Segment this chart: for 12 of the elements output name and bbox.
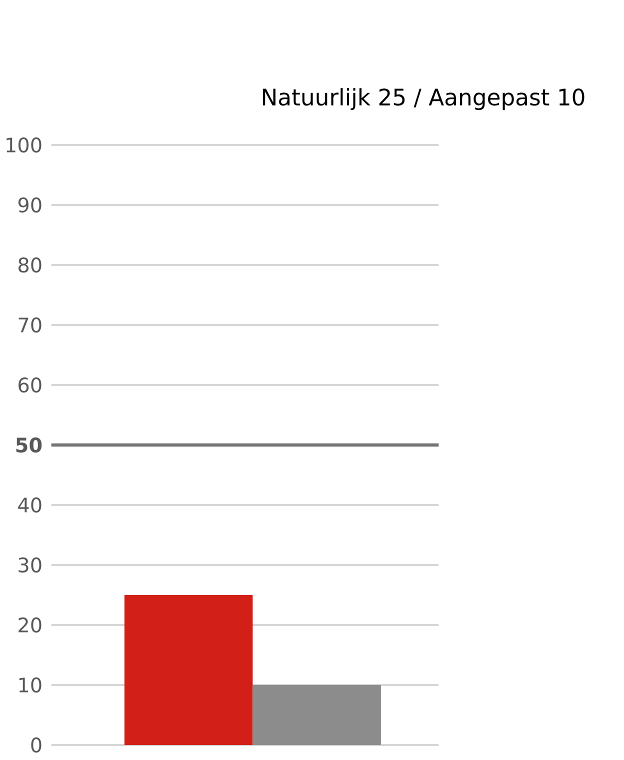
- chart-title: Natuurlijk 25 / Aangepast 10: [262, 88, 584, 110]
- y-tick-label: 60: [18, 377, 42, 393]
- y-tick-label: 0: [31, 737, 42, 753]
- y-tick-label: 30: [18, 557, 42, 573]
- y-tick-label: 20: [18, 617, 42, 633]
- y-tick-label: 50: [16, 437, 42, 453]
- y-tick-label: 70: [18, 317, 42, 333]
- y-tick-label: 80: [18, 257, 42, 273]
- y-tick-label: 90: [18, 197, 42, 213]
- y-tick-label: 40: [18, 497, 42, 513]
- y-tick-label: 100: [6, 137, 42, 153]
- y-tick-label: 10: [19, 677, 42, 693]
